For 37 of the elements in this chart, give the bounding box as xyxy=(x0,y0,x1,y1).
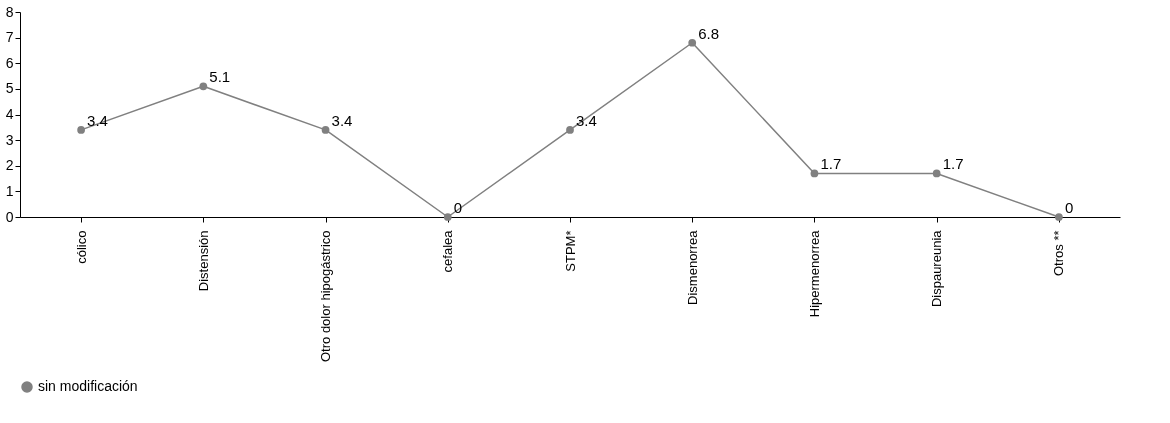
point xyxy=(932,169,941,178)
x-tick-label: STPM* xyxy=(562,230,578,272)
point xyxy=(321,126,330,134)
y-tick-label: 3 xyxy=(5,131,14,148)
y-tick-label: 0 xyxy=(5,208,14,225)
x-tick-label: Dismenorrea xyxy=(684,229,700,305)
point xyxy=(810,169,819,178)
y-tick-label: 7 xyxy=(5,29,14,46)
point xyxy=(443,213,452,221)
x-tick-label: Dispaureunia xyxy=(929,229,945,308)
point xyxy=(199,82,208,91)
legend-label: sin modificación xyxy=(38,378,138,394)
point xyxy=(566,126,574,134)
y-tick-label: 1 xyxy=(5,182,14,199)
data-label: 5.1 xyxy=(209,68,231,86)
x-tick-label: cefalea xyxy=(440,229,456,273)
data-label: 3.4 xyxy=(331,111,353,129)
data-label: 3.4 xyxy=(87,111,108,129)
data-label: 1.7 xyxy=(942,155,964,173)
point xyxy=(688,38,697,47)
y-tick-label: 2 xyxy=(5,157,14,174)
data-label: 1.7 xyxy=(820,155,842,173)
point xyxy=(77,126,85,134)
x-tick-label: Hipermenorrea xyxy=(806,229,822,318)
data-label: 0 xyxy=(1064,199,1074,216)
data-label: 3.4 xyxy=(576,111,597,129)
data-label: 0 xyxy=(453,199,463,216)
y-tick-label: 6 xyxy=(5,54,14,71)
x-tick-label: Distensión xyxy=(195,230,211,292)
y-tick-label: 4 xyxy=(5,106,14,122)
x-tick-label: cólico xyxy=(73,230,89,264)
point xyxy=(1055,213,1063,221)
y-tick-label: 8 xyxy=(5,3,14,20)
data-label: 6.8 xyxy=(698,24,720,42)
y-tick-label: 5 xyxy=(5,80,14,97)
x-tick-label: Otros ** xyxy=(1051,230,1067,277)
x-tick-label: Otro dolor hipogástrico xyxy=(318,230,334,363)
